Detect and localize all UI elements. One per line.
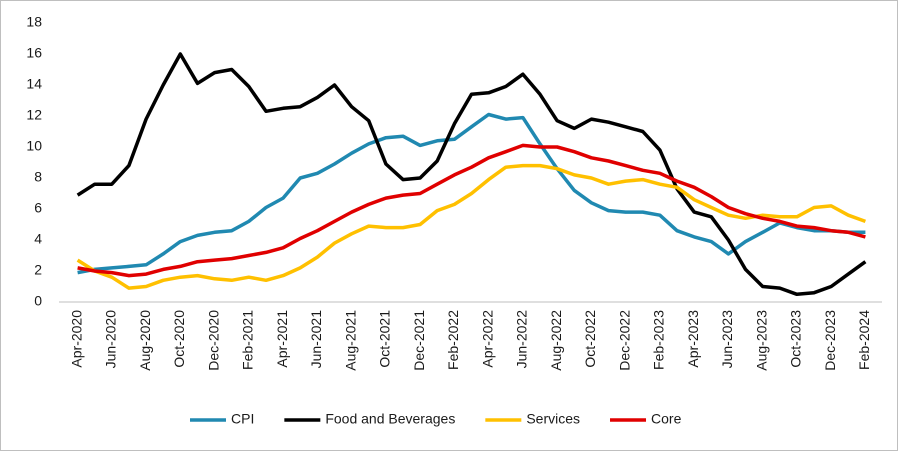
x-tick-label: Jun-2023 (719, 310, 735, 369)
x-tick-label: Oct-2023 (788, 310, 804, 368)
y-tick-label: 6 (34, 200, 42, 216)
x-tick-label: Aug-2023 (753, 310, 769, 371)
x-tick-label: Jun-2020 (103, 310, 119, 369)
legend-label: CPI (231, 411, 254, 427)
series-line (76, 52, 867, 297)
legend-label: Food and Beverages (325, 411, 455, 427)
series-line (76, 163, 866, 290)
y-tick-label: 0 (34, 293, 42, 309)
x-tick-label: Apr-2023 (685, 310, 701, 368)
x-tick-label: Apr-2021 (274, 310, 290, 368)
y-tick-label: 14 (26, 76, 42, 92)
y-tick-label: 16 (26, 45, 42, 61)
x-tick-label: Dec-2022 (616, 310, 632, 371)
x-tick-label: Dec-2021 (411, 310, 427, 371)
legend-label: Services (526, 411, 580, 427)
y-tick-label: 4 (34, 231, 42, 247)
series-line (77, 143, 866, 278)
x-tick-label: Dec-2023 (822, 310, 838, 371)
x-tick-label: Feb-2024 (856, 310, 872, 370)
x-tick-label: Feb-2022 (445, 310, 461, 370)
x-tick-label: Jun-2022 (514, 310, 530, 369)
x-tick-label: Feb-2023 (651, 310, 667, 370)
legend-label: Core (651, 411, 682, 427)
x-tick-label: Aug-2020 (137, 310, 153, 371)
y-tick-label: 2 (34, 262, 42, 278)
x-tick-label: Apr-2022 (479, 310, 495, 368)
x-tick-label: Jun-2021 (308, 310, 324, 369)
x-tick-label: Oct-2021 (377, 310, 393, 368)
y-tick-label: 18 (26, 14, 42, 30)
x-tick-label: Oct-2022 (582, 310, 598, 368)
x-tick-label: Apr-2020 (68, 310, 84, 368)
x-tick-label: Feb-2021 (240, 310, 256, 370)
y-tick-label: 10 (26, 138, 42, 154)
x-tick-label: Aug-2021 (342, 310, 358, 371)
x-tick-label: Aug-2022 (548, 310, 564, 371)
x-tick-label: Dec-2020 (205, 310, 221, 371)
y-tick-label: 8 (34, 169, 42, 185)
x-tick-label: Oct-2020 (171, 310, 187, 368)
y-tick-label: 12 (26, 107, 42, 123)
